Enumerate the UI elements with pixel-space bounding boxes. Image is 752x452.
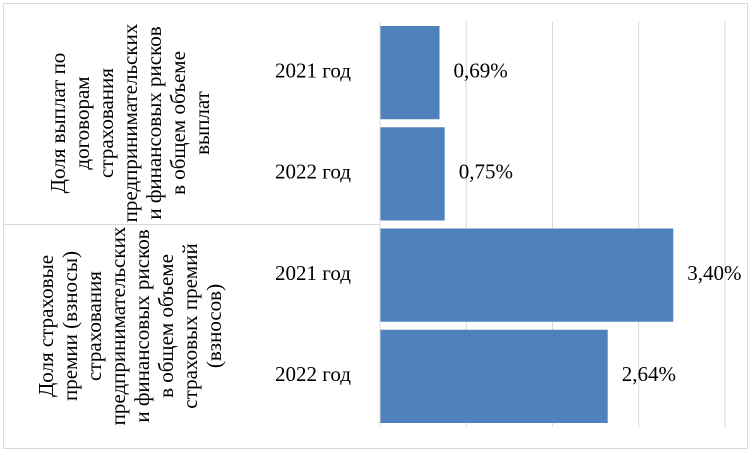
bar	[380, 127, 445, 221]
category-label: 2021 год	[275, 58, 351, 82]
value-label: 2,64%	[622, 362, 676, 386]
category-label: 2022 год	[275, 362, 351, 386]
bar	[380, 228, 674, 322]
value-label: 3,40%	[687, 261, 741, 285]
group-label: Доля страховые премии (взносы) страхован…	[34, 226, 226, 426]
chart-border	[3, 3, 748, 449]
bar	[380, 329, 608, 423]
value-label: 0,69%	[454, 58, 508, 82]
value-label: 0,75%	[459, 160, 513, 184]
category-label: 2022 год	[275, 160, 351, 184]
category-label: 2021 год	[275, 261, 351, 285]
group-label: Доля выплат по договорам страхования пре…	[46, 23, 214, 223]
bar	[380, 26, 440, 120]
